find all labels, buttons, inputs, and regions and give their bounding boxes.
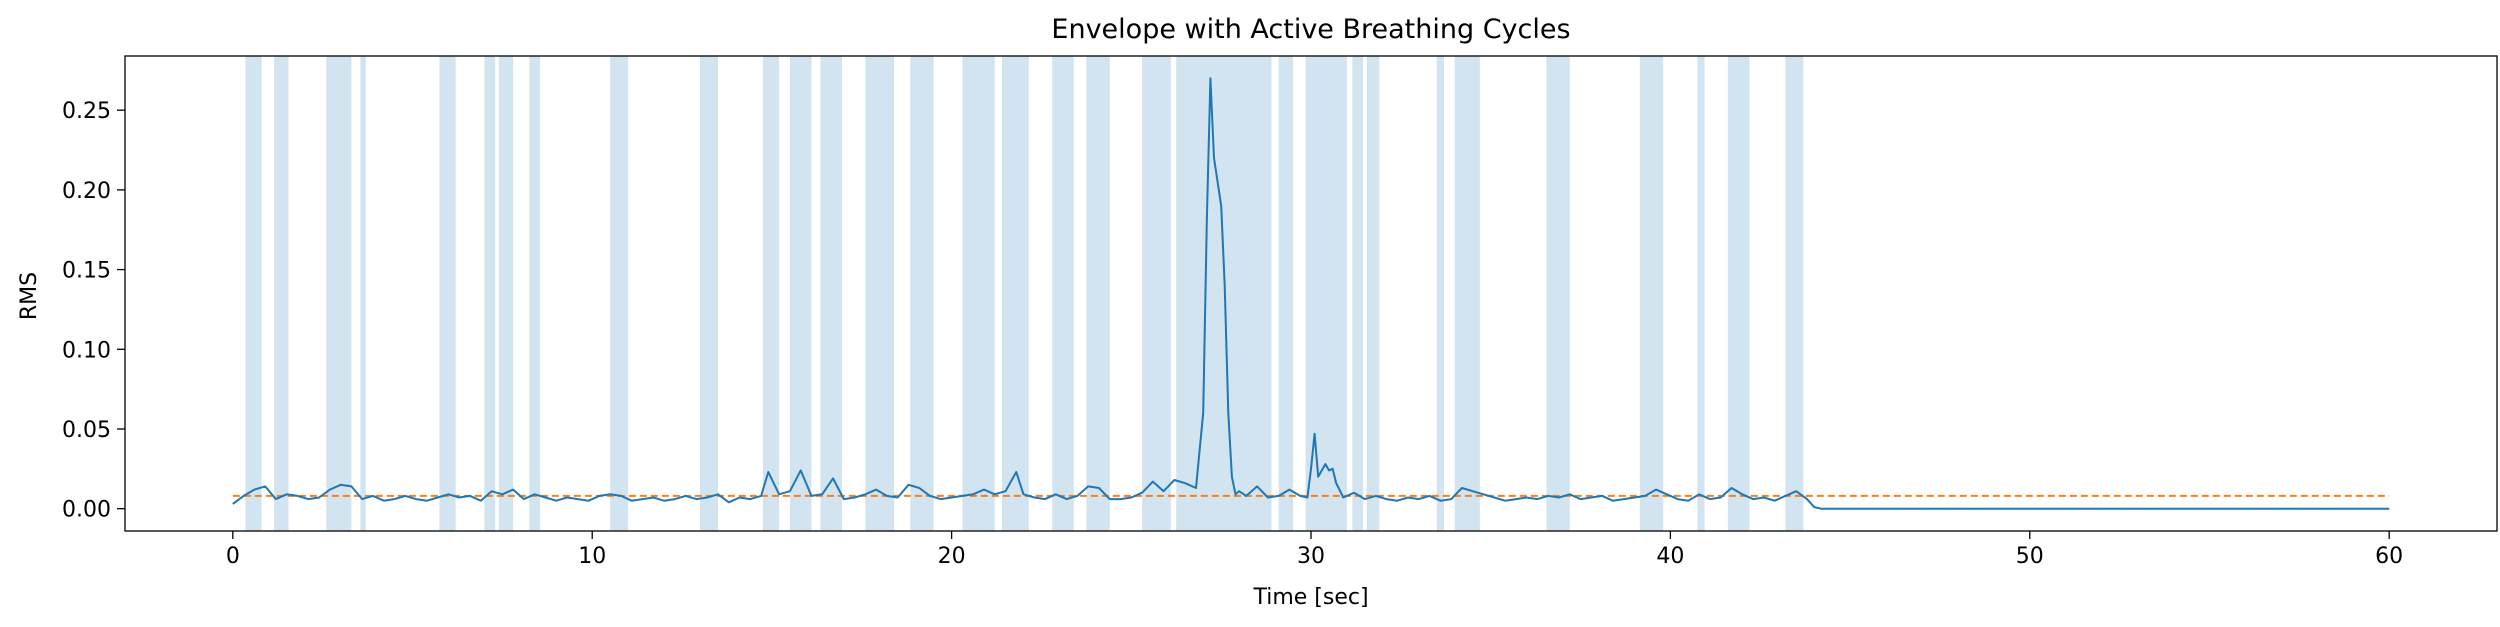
chart-title: Envelope with Active Breathing Cycles	[1051, 14, 1570, 45]
active-cycle-band	[610, 56, 629, 531]
active-cycle-band	[529, 56, 541, 531]
active-cycle-band	[1546, 56, 1570, 531]
active-cycle-band	[1639, 56, 1664, 531]
active-cycle-band	[274, 56, 289, 531]
x-tick-label: 10	[578, 544, 606, 569]
active-cycle-band	[326, 56, 352, 531]
x-axis-label: Time [sec]	[1252, 585, 1368, 610]
x-tick-label: 60	[2375, 544, 2403, 569]
y-tick-label: 0.25	[62, 99, 111, 124]
active-cycle-band	[1052, 56, 1074, 531]
active-cycle-band	[1142, 56, 1171, 531]
active-cycle-band	[1352, 56, 1364, 531]
x-tick-label: 0	[226, 544, 240, 569]
active-cycle-band	[360, 56, 366, 531]
x-tick-label: 30	[1297, 544, 1325, 569]
y-tick-label: 0.00	[62, 498, 111, 523]
active-cycle-band	[1785, 56, 1804, 531]
active-cycle-band	[245, 56, 262, 531]
active-cycle-band	[865, 56, 895, 531]
active-cycle-band	[1001, 56, 1029, 531]
x-axis-ticks: 0 10 20 30 40 50 60	[226, 531, 2403, 569]
active-cycle-band	[1176, 56, 1272, 531]
active-cycle-band	[969, 56, 995, 531]
active-cycle-band	[700, 56, 718, 531]
y-tick-label: 0.20	[62, 179, 111, 204]
y-axis-label: RMS	[17, 272, 42, 320]
active-cycle-band	[1727, 56, 1750, 531]
x-tick-label: 40	[1656, 544, 1684, 569]
y-axis-ticks: 0.00 0.05 0.10 0.15 0.20 0.25	[62, 99, 125, 523]
y-tick-label: 0.05	[62, 418, 111, 443]
active-cycle-band	[910, 56, 934, 531]
active-cycle-band	[1278, 56, 1294, 531]
active-cycle-band	[498, 56, 514, 531]
active-cycle-bands	[245, 56, 1804, 531]
active-cycle-band	[1454, 56, 1480, 531]
envelope-line	[232, 77, 2390, 510]
active-cycle-band	[1086, 56, 1110, 531]
x-tick-label: 50	[2016, 544, 2044, 569]
active-cycle-band	[789, 56, 812, 531]
active-cycle-band	[762, 56, 780, 531]
active-cycle-band	[484, 56, 496, 531]
active-cycle-band	[1366, 56, 1380, 531]
y-tick-label: 0.15	[62, 259, 111, 284]
active-cycle-band	[1697, 56, 1705, 531]
active-cycle-band	[439, 56, 456, 531]
active-cycle-band	[820, 56, 842, 531]
active-cycle-band	[1436, 56, 1444, 531]
envelope-line-layer	[232, 77, 2390, 510]
y-tick-label: 0.10	[62, 338, 111, 363]
active-cycle-band	[962, 56, 970, 531]
x-tick-label: 20	[938, 544, 966, 569]
